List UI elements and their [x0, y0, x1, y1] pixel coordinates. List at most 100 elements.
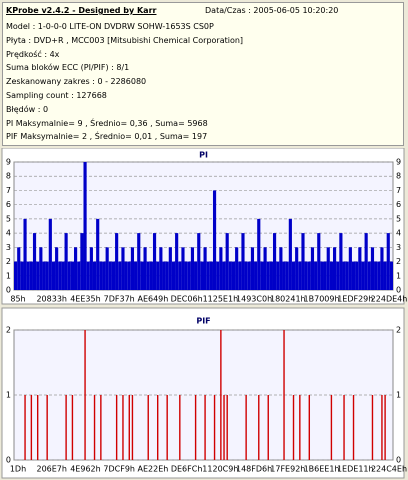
info-line: Sampling count : 127668 [6, 91, 107, 100]
bar [77, 261, 81, 290]
y-tick-label: 0 [6, 456, 11, 465]
bar [108, 261, 112, 290]
bar [102, 261, 106, 290]
charts: PI 0 0 1 1 2 2 3 3 4 4 5 5 6 6 7 7 8 8 9 9 85h 20833h 4EE35h 7DF… [1, 148, 407, 479]
x-tick-label: 20833h [36, 295, 67, 304]
bar [181, 247, 185, 290]
x-tick-label: 224C4Eh [371, 465, 407, 474]
y-tick-label-right: 4 [396, 229, 401, 238]
y-tick-label: 8 [6, 172, 11, 181]
bar [65, 395, 67, 460]
datetime: Data/Czas : 2005-06-05 10:20:20 [205, 6, 339, 15]
y-tick-label-right: 8 [396, 172, 401, 181]
x-tick-label: 1125E1h [203, 295, 239, 304]
bar [143, 247, 147, 290]
bar [314, 261, 318, 290]
info-line: PI Maksymalnie= 9 , Średnio= 0,36 , Suma… [6, 118, 208, 128]
bar [361, 261, 365, 290]
bar [269, 261, 273, 290]
bar [111, 261, 116, 290]
bar [197, 233, 201, 290]
chart-title: PI [199, 151, 208, 160]
bar [86, 261, 90, 290]
bar [342, 261, 346, 290]
y-tick-label-right: 9 [396, 158, 401, 167]
x-tick-label: AE649h [137, 295, 168, 304]
bar [381, 395, 383, 460]
bar [128, 395, 130, 460]
bar [115, 395, 118, 460]
bar [64, 233, 68, 290]
bar [371, 395, 374, 460]
bar [157, 395, 159, 460]
bar [89, 247, 93, 290]
x-tick-label: 4EE35h [70, 295, 100, 304]
x-tick-label: 1EDE11h [337, 465, 374, 474]
y-tick-label-right: 1 [396, 271, 401, 280]
bar [272, 233, 277, 290]
bar [70, 261, 75, 290]
bar [220, 330, 222, 460]
bar [258, 395, 260, 460]
bar [219, 247, 223, 290]
bar [200, 261, 204, 290]
x-tick-label: 7DF37h [104, 295, 135, 304]
bar [29, 261, 33, 290]
bar [216, 261, 220, 290]
bar [124, 261, 128, 290]
bar [377, 261, 381, 290]
info-line: Prędkość : 4x [6, 49, 60, 59]
bar [130, 247, 135, 290]
bar [254, 261, 258, 290]
bar [84, 330, 86, 460]
bar [267, 395, 269, 460]
bar [285, 261, 289, 290]
bar [26, 261, 30, 290]
bar [92, 261, 97, 290]
bar [263, 247, 267, 290]
y-tick-label: 9 [6, 158, 11, 167]
info-line: Suma bloków ECC (PI/PIF) : 8/1 [6, 63, 130, 73]
bar [276, 261, 280, 290]
bar [295, 247, 299, 290]
bar [326, 247, 330, 290]
bar [367, 261, 371, 290]
bar [212, 190, 217, 290]
bar [292, 395, 295, 460]
y-tick-label-right: 1 [396, 391, 401, 400]
x-tick-label: AE22Eh [137, 465, 168, 474]
bar [100, 395, 102, 460]
x-tick-label: 1B7009h [304, 295, 340, 304]
bar [118, 261, 122, 290]
bar [231, 261, 236, 290]
y-tick-label: 3 [6, 243, 11, 252]
bar [283, 330, 285, 460]
bar [383, 261, 387, 290]
bar [386, 233, 390, 290]
bar [288, 218, 292, 290]
bar [317, 233, 321, 290]
bar [149, 261, 153, 290]
bar [247, 261, 251, 290]
bar [184, 261, 188, 290]
bar [121, 247, 125, 290]
bar [165, 261, 169, 290]
bar [282, 261, 286, 290]
bar [105, 247, 109, 290]
bar [168, 247, 172, 290]
bar [24, 395, 26, 460]
bar [279, 247, 283, 290]
bar [355, 261, 359, 290]
bar [171, 261, 176, 290]
info-panel: KProbe v2.4.2 - Designed by Karr Data/Cz… [2, 2, 404, 146]
bar [348, 247, 352, 290]
bar [46, 395, 48, 460]
x-tick-label: 1Dh [10, 465, 26, 474]
app-title: KProbe v2.4.2 - Designed by Karr [6, 6, 157, 15]
bar [45, 261, 49, 290]
bar [51, 261, 56, 290]
bar [178, 261, 182, 290]
x-tick-label: 7DCF9h [103, 465, 135, 474]
x-tick-label: 206E7h [36, 465, 66, 474]
bar [330, 395, 333, 460]
